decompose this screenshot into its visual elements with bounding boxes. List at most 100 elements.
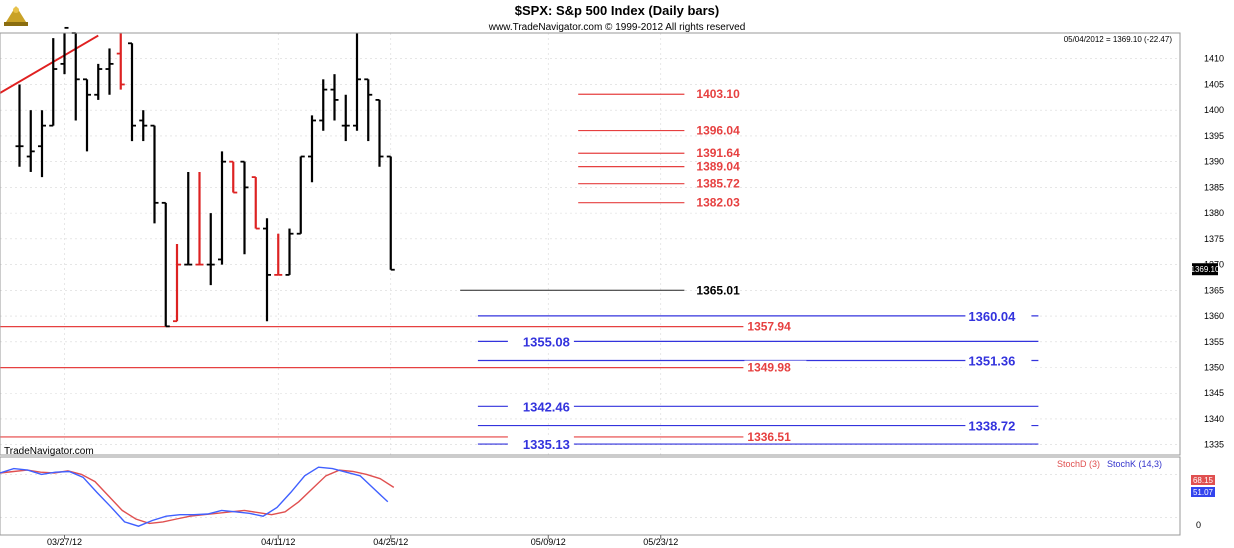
ohlc-bar <box>139 110 148 142</box>
last-price-tag <box>1192 263 1218 276</box>
price-tick-label: 1390 <box>1204 157 1224 167</box>
stoch-panel-frame <box>0 456 1181 536</box>
price-tick-label: 1340 <box>1204 414 1224 424</box>
x-tick-label: 03/27/12 <box>47 537 82 547</box>
price-tick-label: 1355 <box>1204 337 1224 347</box>
price-level-label: 1336.51 <box>747 430 791 444</box>
ohlc-bar <box>240 160 249 255</box>
stoch-grid <box>0 474 1180 518</box>
price-level-label: 1357.94 <box>747 320 791 334</box>
last-price-tag-label: 1369.10 <box>1191 265 1220 274</box>
price-tick-label: 1380 <box>1204 208 1224 218</box>
price-level-label: 1338.72 <box>968 419 1015 434</box>
price-tick-label: 1345 <box>1204 388 1224 398</box>
price-tick-label: 1385 <box>1204 182 1224 192</box>
price-level-label-bg <box>744 319 807 334</box>
ohlc-bar <box>83 78 91 152</box>
price-level-label-bg <box>507 397 574 415</box>
price-level-label-bg <box>507 332 574 350</box>
svg-text:68.15: 68.15 <box>1193 476 1214 485</box>
ohlc-bar <box>173 244 181 323</box>
ohlc-bar <box>26 110 35 172</box>
price-level-label: 1403.10 <box>696 87 740 101</box>
stoch-k-line <box>0 466 389 527</box>
price-tick-label: 1375 <box>1204 234 1224 244</box>
ohlc-bar <box>229 160 238 194</box>
price-level-label: 1349.98 <box>747 361 791 375</box>
stoch-lines <box>0 466 395 527</box>
ohlc-bar <box>49 38 58 127</box>
chart-subtitle: www.TradeNavigator.com © 1999-2012 All r… <box>488 22 746 33</box>
ohlc-bar <box>206 213 215 286</box>
price-tick-label: 1360 <box>1204 311 1224 321</box>
x-tick-label: 04/25/12 <box>373 537 408 547</box>
ohlc-bar <box>319 79 328 131</box>
stoch-readout-k: 51.07 <box>1191 487 1215 497</box>
price-tick-label: 1350 <box>1204 363 1224 373</box>
ohlc-bar <box>353 33 361 131</box>
ohlc-bar <box>263 218 271 322</box>
price-level-label: 1351.36 <box>968 354 1015 369</box>
x-tick-label: 05/09/12 <box>531 537 566 547</box>
ohlc-bar <box>15 84 24 167</box>
price-level-label-bg <box>507 435 574 453</box>
price-panel-frame <box>0 32 1181 456</box>
ohlc-bar <box>364 78 373 142</box>
ohlc-bar <box>60 26 69 75</box>
x-tick-label: 05/23/12 <box>643 537 678 547</box>
price-tick-label: 1335 <box>1204 440 1224 450</box>
price-level-label-bg <box>965 416 1032 434</box>
price-level-label: 1335.13 <box>523 437 570 452</box>
price-axis: 1335134013451350135513601365137013751380… <box>1191 54 1224 450</box>
ohlc-bar <box>386 155 395 271</box>
ohlc-bar <box>285 228 294 276</box>
ohlc-bar <box>116 33 125 90</box>
price-tick-label: 1405 <box>1204 79 1224 89</box>
brand-label: TradeNavigator.com <box>4 446 94 457</box>
stoch-d-line <box>0 469 395 525</box>
ohlc-bar <box>341 94 350 142</box>
ohlc-bar <box>184 171 193 266</box>
ohlc-bar <box>128 42 136 142</box>
stoch-axis-zero: 0 <box>1196 520 1201 530</box>
price-level-label-bg <box>965 306 1032 324</box>
ohlc-bar <box>251 176 260 230</box>
price-level-label: 1365.01 <box>696 283 740 297</box>
price-level-label: 1360.04 <box>968 309 1016 324</box>
svg-text:51.07: 51.07 <box>1193 488 1214 497</box>
price-level-label: 1382.03 <box>696 196 740 210</box>
price-level-label-bg <box>965 351 1032 369</box>
ohlc-bar <box>195 171 204 266</box>
stoch-readout-d: 68.15 <box>1191 475 1215 485</box>
ohlc-bar <box>105 48 114 95</box>
x-tick-label: 04/11/12 <box>261 537 295 547</box>
chart-title: $SPX: S&p 500 Index (Daily bars) <box>515 3 719 18</box>
price-tick-label: 1410 <box>1204 54 1224 64</box>
price-level-label: 1396.04 <box>696 124 740 138</box>
price-tick-label: 1365 <box>1204 285 1224 295</box>
ohlc-bar <box>161 201 170 328</box>
price-level-label: 1355.08 <box>523 334 570 349</box>
price-level-label: 1342.46 <box>523 399 570 414</box>
price-level-label: 1389.04 <box>696 160 740 174</box>
price-tick-label: 1400 <box>1204 105 1224 115</box>
legend-stoch-d: StochD (3) <box>1057 459 1100 469</box>
trend-line <box>0 34 99 95</box>
last-info: 05/04/2012 = 1369.10 (-22.47) <box>1064 35 1173 44</box>
ohlc-bar <box>150 124 159 224</box>
logo-icon <box>4 6 28 26</box>
price-level-label-bg <box>744 360 807 375</box>
price-level-label-bg <box>744 429 807 444</box>
date-axis: 03/27/12 04/11/12 04/25/12 05/09/12 05/23/12 <box>47 535 678 547</box>
price-level-label: 1385.72 <box>696 177 740 191</box>
ohlc-bar <box>274 233 283 276</box>
ohlc-bar <box>296 155 305 235</box>
ohlc-bar <box>375 99 384 167</box>
price-tick-label: 1395 <box>1204 131 1224 141</box>
legend-stoch-k: StochK (14,3) <box>1107 459 1162 469</box>
ohlc-bar <box>218 151 226 265</box>
ohlc-bar <box>330 74 339 121</box>
price-level-label: 1391.64 <box>696 146 740 160</box>
